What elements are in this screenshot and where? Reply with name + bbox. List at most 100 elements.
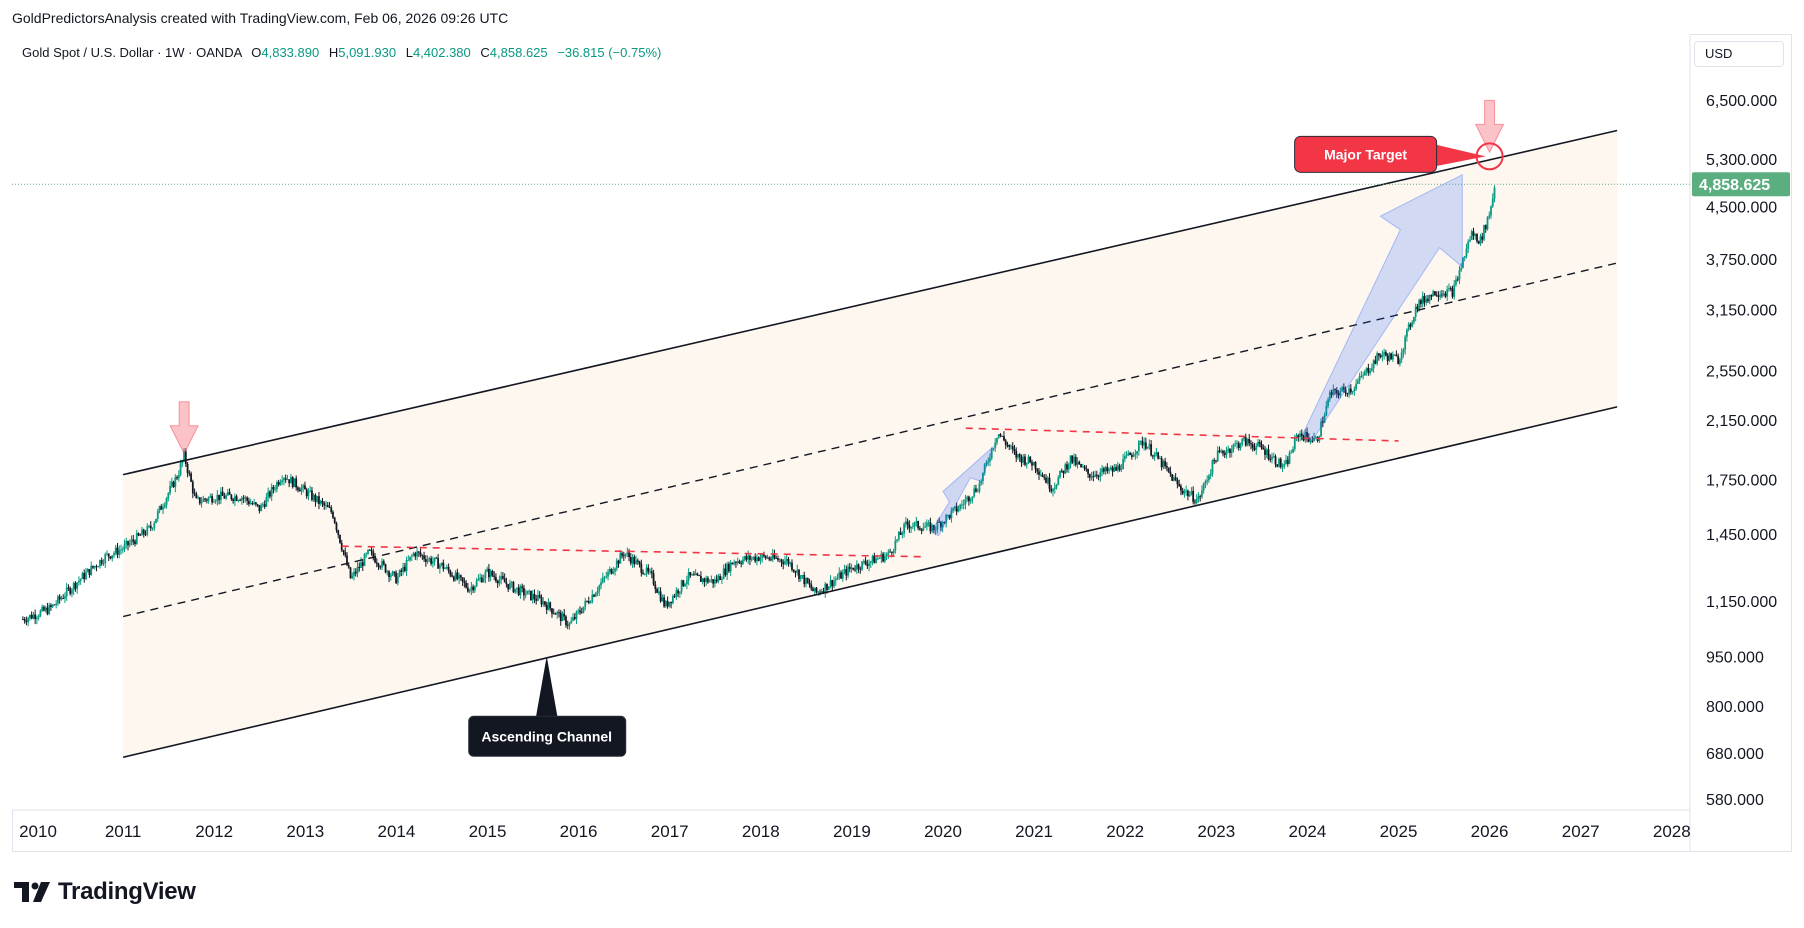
candle	[444, 566, 447, 570]
candle	[661, 594, 664, 602]
trendline-dashed-red[interactable]	[341, 545, 925, 558]
candle	[857, 563, 860, 574]
candle	[657, 586, 660, 596]
candle	[43, 605, 45, 612]
candle	[1032, 461, 1035, 466]
candle	[752, 556, 755, 561]
x-tick-label: 2016	[560, 822, 598, 841]
candle	[805, 577, 807, 588]
candle	[1029, 456, 1032, 464]
candle	[955, 502, 958, 516]
candle	[735, 560, 737, 568]
candle	[677, 588, 680, 598]
channel-middle-line[interactable]	[122, 262, 1618, 618]
candle	[484, 569, 487, 584]
candle	[673, 593, 676, 599]
candle	[894, 536, 897, 554]
callout-ascending-channel[interactable]: Ascending Channel	[468, 656, 627, 757]
candle	[232, 497, 235, 504]
candle	[612, 566, 615, 575]
candle	[1039, 469, 1042, 477]
candle	[1267, 444, 1270, 461]
candle	[57, 594, 59, 606]
candle	[186, 461, 189, 478]
channel-lower-line[interactable]	[122, 406, 1618, 759]
high-label: H	[328, 45, 339, 60]
candle	[968, 495, 970, 506]
x-tick-label: 2011	[105, 822, 142, 841]
candle	[780, 558, 783, 567]
candle	[1022, 454, 1025, 466]
candle	[1272, 452, 1275, 459]
tradingview-logo-icon	[14, 882, 50, 902]
candle	[1402, 347, 1405, 358]
candle	[1355, 379, 1358, 391]
y-tick-label: 3,150.000	[1706, 303, 1777, 320]
candle	[540, 594, 543, 608]
top-marker-arrow-2026[interactable]	[1474, 99, 1505, 154]
candle	[915, 516, 918, 527]
candle	[1306, 427, 1308, 443]
candle	[459, 574, 462, 582]
symbol-name[interactable]: Gold Spot / U.S. Dollar · 1W · OANDA	[22, 45, 242, 60]
candle	[1197, 492, 1200, 503]
rally-arrow-large[interactable]	[1302, 173, 1463, 442]
candle	[607, 569, 609, 581]
candle	[1045, 474, 1047, 484]
candle	[1020, 454, 1023, 467]
symbol-legend[interactable]: Gold Spot / U.S. Dollar · 1W · OANDA O4,…	[22, 45, 661, 60]
candle	[274, 485, 277, 493]
candle	[235, 494, 238, 502]
change-value: −36.815 (−0.75%)	[557, 45, 662, 60]
candle	[332, 510, 334, 519]
candle	[67, 584, 70, 591]
candle	[1083, 465, 1086, 471]
low-label: L	[405, 45, 413, 60]
candle	[633, 554, 636, 568]
candle	[1304, 429, 1307, 443]
candle	[545, 601, 548, 615]
candle	[892, 548, 895, 556]
candle	[1190, 487, 1193, 496]
candle	[134, 539, 136, 547]
candle	[698, 574, 701, 577]
candle	[1344, 386, 1347, 397]
candle	[204, 497, 206, 503]
candle	[1104, 465, 1107, 475]
candle	[1027, 454, 1030, 464]
top-marker-arrow-2011[interactable]	[169, 401, 199, 455]
candle	[738, 559, 741, 564]
y-tick-label: 1,150.000	[1706, 594, 1777, 611]
candle	[579, 606, 581, 615]
tradingview-logo[interactable]: TradingView	[14, 878, 196, 906]
candle	[854, 565, 856, 572]
candle	[514, 588, 517, 595]
candle	[62, 594, 65, 600]
candle	[51, 603, 54, 609]
candle	[260, 503, 263, 512]
y-tick-label: 1,750.000	[1706, 473, 1777, 490]
candle	[785, 554, 788, 566]
candle	[1458, 265, 1461, 285]
breakout-arrow-small[interactable]	[931, 445, 995, 537]
candle	[172, 480, 175, 488]
candle	[621, 551, 623, 559]
candle	[873, 552, 876, 564]
candle	[48, 602, 51, 616]
candle	[456, 568, 459, 581]
candle	[293, 478, 296, 488]
candle	[845, 565, 848, 581]
candle	[605, 571, 608, 579]
callout-major-target[interactable]: Major Target	[1294, 135, 1486, 173]
candle	[885, 552, 888, 561]
candle	[384, 563, 387, 574]
x-axis[interactable]: 2010 2011 2012 2013 2014 2015 2016 2017 2018 2019…	[19, 822, 1691, 841]
channel-upper-line[interactable]	[122, 129, 1618, 476]
currency-selector-button[interactable]: USD	[1694, 41, 1784, 67]
y-axis[interactable]: 580.000 680.000 800.000 950.000 1,150.000 1,4…	[1706, 93, 1777, 809]
candle	[69, 586, 72, 596]
candle	[1430, 294, 1433, 300]
candle	[740, 560, 743, 568]
candle	[908, 520, 911, 533]
